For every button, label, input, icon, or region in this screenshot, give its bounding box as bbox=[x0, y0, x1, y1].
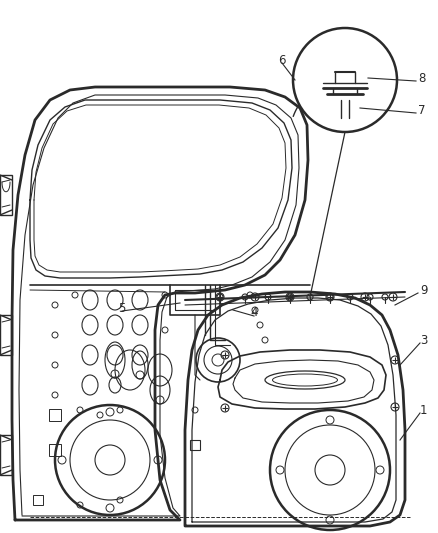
Circle shape bbox=[293, 28, 397, 132]
Text: 8: 8 bbox=[418, 71, 425, 85]
Bar bbox=[190, 440, 200, 450]
Text: 4: 4 bbox=[250, 306, 258, 319]
Bar bbox=[0, 315, 12, 355]
Bar bbox=[0, 175, 12, 215]
Text: 6: 6 bbox=[278, 53, 286, 67]
Bar bbox=[49, 409, 61, 421]
Text: 3: 3 bbox=[420, 334, 427, 346]
Bar bbox=[49, 444, 61, 456]
Text: 1: 1 bbox=[420, 403, 427, 416]
Bar bbox=[0, 435, 12, 475]
Text: 7: 7 bbox=[418, 103, 425, 117]
Bar bbox=[33, 495, 43, 505]
Text: 5: 5 bbox=[118, 302, 125, 314]
Text: 9: 9 bbox=[420, 284, 427, 296]
